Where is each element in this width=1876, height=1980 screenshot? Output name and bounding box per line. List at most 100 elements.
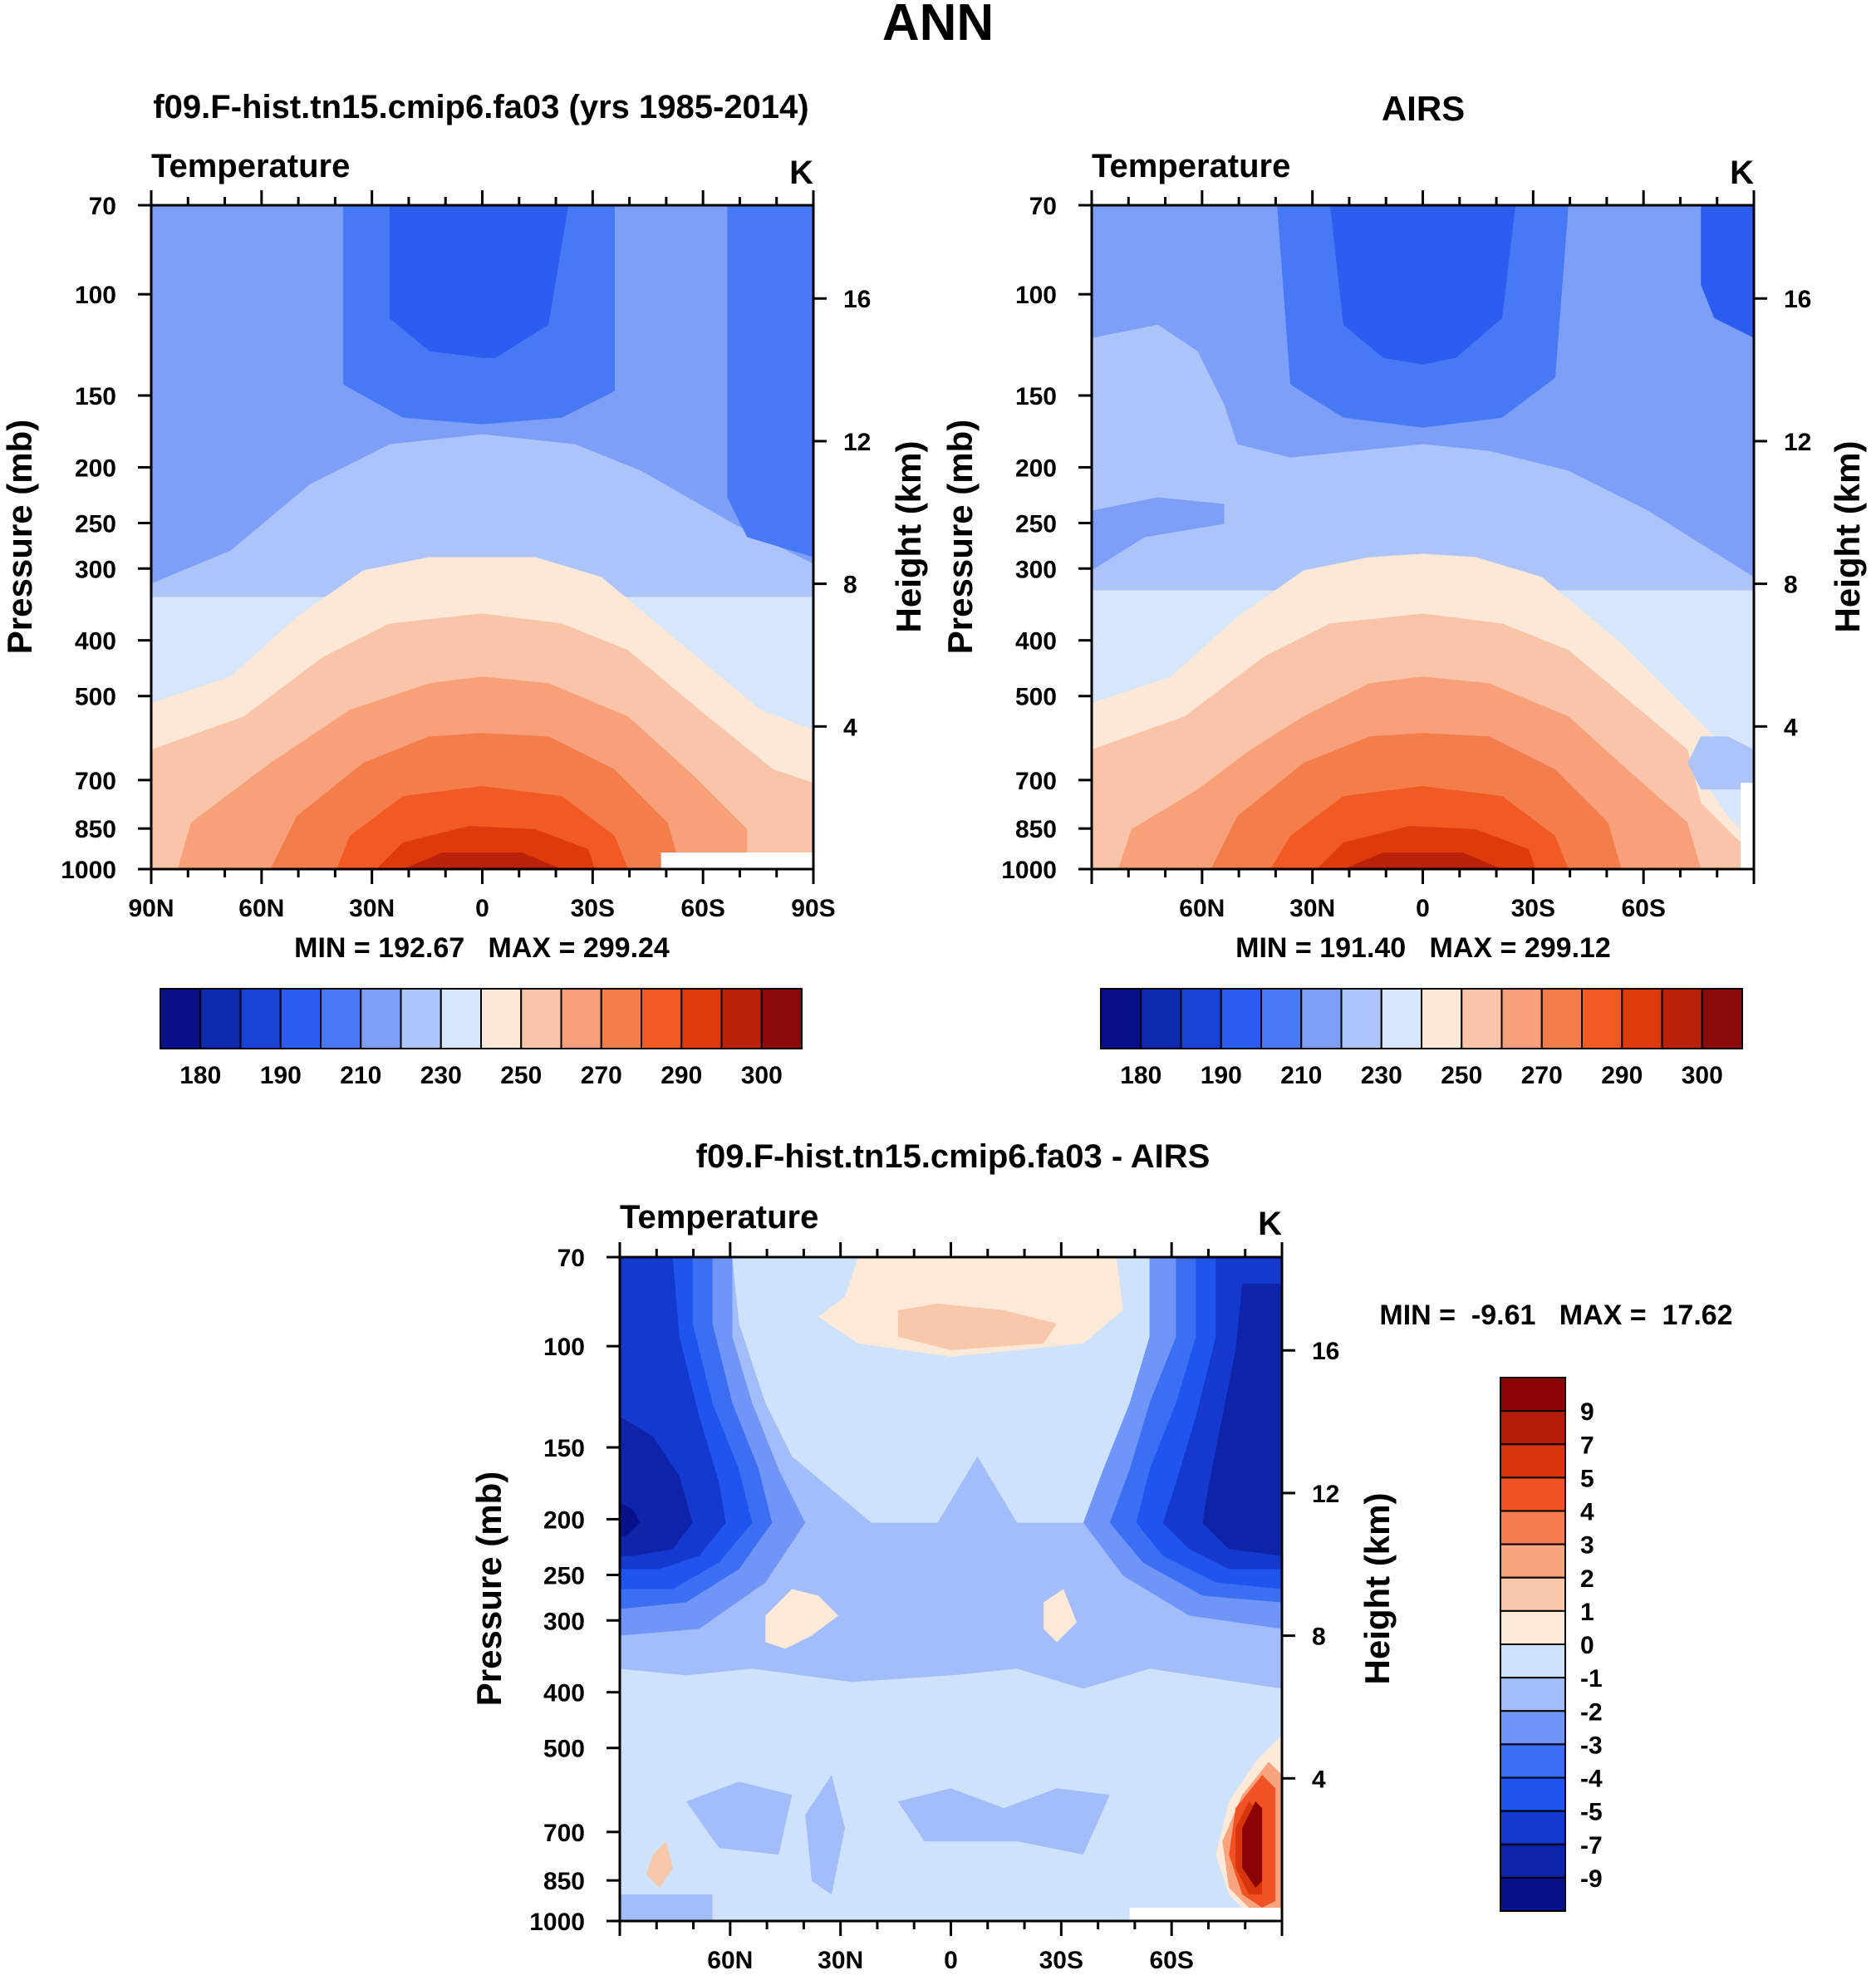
colorbar-label: 190 <box>1201 1062 1242 1089</box>
colorbar-swatch <box>1500 1710 1566 1746</box>
panel-model-units: K <box>789 155 813 191</box>
height-tick-label: 12 <box>843 429 871 456</box>
colorbar-swatch <box>1540 988 1583 1049</box>
colorbar-swatch <box>560 988 602 1049</box>
colorbar-swatch <box>1100 988 1142 1049</box>
lat-tick-label: 0 <box>944 1947 958 1974</box>
panel-diff-ylabel-right: Height (km) <box>1358 1493 1397 1685</box>
diff-warm-patch-small <box>646 1841 673 1889</box>
colorbar-label: 270 <box>581 1062 622 1089</box>
height-tick-label: 16 <box>843 286 871 313</box>
lat-tick-label: 0 <box>1416 895 1430 922</box>
colorbar-swatch <box>760 988 803 1049</box>
colorbar-label: -2 <box>1580 1698 1603 1726</box>
colorbar-swatch <box>199 988 242 1049</box>
colorbar-label: 230 <box>1361 1062 1402 1089</box>
lat-tick-label: 60N <box>1179 895 1225 922</box>
panel-obs-variable: Temperature <box>1092 148 1290 184</box>
panel-diff-title: f09.F-hist.tn15.cmip6.fa03 - AIRS <box>696 1138 1211 1175</box>
colorbar-swatch <box>1500 1410 1566 1446</box>
lat-tick-label: 60S <box>1149 1947 1193 1974</box>
pressure-tick-label: 1000 <box>529 1909 585 1936</box>
colorbar-swatch <box>1260 988 1303 1049</box>
colorbar-label: -3 <box>1580 1732 1603 1759</box>
lat-tick-label: 90N <box>128 895 174 922</box>
pressure-tick-label: 250 <box>543 1562 585 1589</box>
colorbar-swatch <box>1500 1543 1566 1579</box>
height-tick-label: 16 <box>1784 286 1811 313</box>
lat-tick-label: 30N <box>349 895 395 922</box>
pressure-tick-label: 700 <box>543 1820 585 1847</box>
colorbar-swatch <box>520 988 562 1049</box>
colorbar-swatch <box>641 988 683 1049</box>
colorbar-swatch <box>1701 988 1743 1049</box>
panel-model-variable: Temperature <box>151 148 350 184</box>
colorbar-label: -7 <box>1580 1832 1603 1860</box>
height-tick-label: 8 <box>843 572 857 599</box>
pressure-tick-label: 850 <box>75 816 116 843</box>
colorbar-label: 210 <box>1280 1062 1322 1089</box>
colorbar-label: -4 <box>1580 1766 1603 1793</box>
colorbar-swatch <box>480 988 523 1049</box>
diff-band-minus1-bottom <box>620 1894 713 1921</box>
colorbar-label: 0 <box>1580 1632 1594 1659</box>
colorbar-swatch <box>1500 1510 1566 1545</box>
colorbar-swatch <box>1500 1776 1566 1812</box>
panel-model-plot <box>151 205 813 869</box>
pressure-tick-label: 400 <box>75 628 116 656</box>
colorbar-swatch <box>1220 988 1262 1049</box>
pressure-tick-label: 100 <box>75 282 116 309</box>
colorbar-label: 2 <box>1580 1565 1594 1593</box>
panel-model-stats: MIN = 192.67 MAX = 299.24 <box>294 932 670 964</box>
pressure-tick-label: 700 <box>1015 768 1057 795</box>
colorbar-swatch <box>600 988 642 1049</box>
pressure-tick-label: 70 <box>89 193 116 220</box>
colorbar-swatch <box>239 988 282 1049</box>
diff-cold-right-5 <box>1202 1283 1282 1556</box>
height-tick-label: 8 <box>1312 1624 1326 1651</box>
colorbar-swatch <box>160 988 202 1049</box>
obs-band-4 <box>1329 205 1516 365</box>
panel-obs-stats: MIN = 191.40 MAX = 299.12 <box>1235 932 1611 964</box>
obs-cold-patch <box>1687 736 1754 790</box>
colorbar-swatch <box>1461 988 1503 1049</box>
figure-title: ANN <box>882 0 994 52</box>
panel-model-ylabel: Pressure (mb) <box>0 420 39 654</box>
diff-warm-top-3 <box>897 1303 1058 1350</box>
pressure-tick-label: 500 <box>75 684 116 711</box>
colorbar-label: 3 <box>1580 1532 1594 1560</box>
pressure-tick-label: 70 <box>557 1245 585 1272</box>
pressure-tick-label: 400 <box>1015 628 1057 656</box>
obs-band-warm-7 <box>1343 852 1503 869</box>
colorbar-label: 190 <box>260 1062 302 1089</box>
pressure-tick-label: 300 <box>1015 556 1057 583</box>
model-band-warm-7 <box>402 852 562 869</box>
colorbar-swatch <box>1340 988 1382 1049</box>
model-band-4 <box>389 205 569 358</box>
colorbar-swatch <box>1500 1476 1566 1512</box>
panel-obs: AIRS 70 100 150 200 250 300 400 500 700 850 1000 16… <box>940 89 1867 1089</box>
height-tick-label: 16 <box>1312 1338 1339 1365</box>
panel-diff-ylabel: Pressure (mb) <box>469 1471 508 1706</box>
pressure-tick-label: 300 <box>75 556 116 583</box>
pressure-tick-label: 200 <box>543 1506 585 1534</box>
panel-model-title: f09.F-hist.tn15.cmip6.fa03 (yrs 1985-201… <box>153 89 808 125</box>
lat-tick-label: 30S <box>1511 895 1555 922</box>
colorbar-swatch <box>1500 1743 1566 1779</box>
height-tick-label: 4 <box>1312 1766 1326 1793</box>
pressure-tick-label: 150 <box>75 383 116 410</box>
panel-model-ylabel-right: Height (km) <box>889 441 928 633</box>
colorbar-swatch <box>440 988 482 1049</box>
colorbar-label: 5 <box>1580 1465 1594 1492</box>
diff-warm-right-5 <box>1242 1801 1263 1889</box>
pressure-tick-label: 850 <box>543 1868 585 1895</box>
colorbar-swatch <box>320 988 362 1049</box>
obs-band-3b <box>1701 205 1754 338</box>
colorbar-swatch <box>1500 1810 1566 1845</box>
colorbar-label: 1 <box>1580 1599 1594 1626</box>
pressure-tick-label: 500 <box>1015 684 1057 711</box>
lat-tick-label: 0 <box>475 895 489 922</box>
colorbar-swatch <box>1500 1377 1566 1413</box>
colorbar-label: 180 <box>1120 1062 1161 1089</box>
diff-band-minus1-lower2 <box>805 1775 845 1895</box>
